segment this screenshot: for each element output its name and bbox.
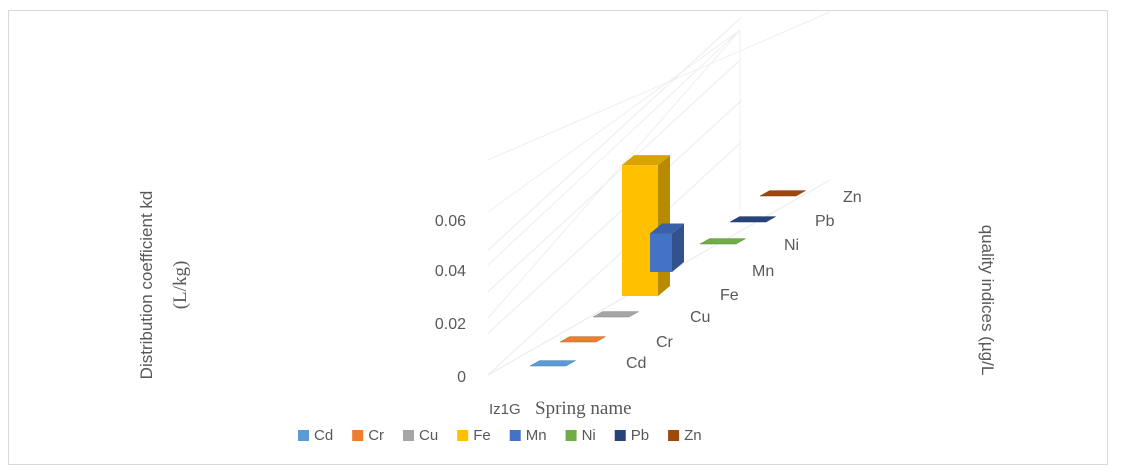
bar-face: [729, 216, 777, 223]
bar-cu: [592, 311, 640, 318]
y-axis-label-line2: (L/kg): [170, 261, 191, 310]
grid-line: [487, 100, 742, 334]
legend-swatch-cd: [298, 430, 309, 441]
bar-face: [699, 238, 747, 245]
depth-label-mn: Mn: [752, 263, 774, 280]
grid-line: [487, 11, 831, 161]
bar-front: [650, 233, 672, 272]
bar-face: [529, 360, 577, 367]
y-tick-labels: 0 0.02 0.04 0.06: [435, 213, 466, 386]
legend-swatch-mn: [509, 430, 521, 441]
depth-label-pb: Pb: [815, 213, 835, 230]
bar-face: [759, 190, 807, 197]
legend-swatch-cr: [352, 430, 364, 441]
bar-cr: [559, 336, 607, 343]
legend-swatch-ni: [565, 430, 577, 441]
depth-label-fe: Fe: [720, 287, 739, 304]
legend: Cd Cr Cu Fe Mn Ni Pb Zn: [298, 427, 702, 444]
legend-label-cu: Cu: [419, 427, 438, 444]
legend-label-ni: Ni: [582, 427, 596, 444]
legend-label-cr: Cr: [368, 427, 384, 444]
bar-face: [559, 336, 607, 343]
x-axis-label: Spring name: [535, 398, 632, 419]
grid-line: [487, 29, 741, 319]
legend-label-fe: Fe: [473, 427, 491, 444]
bar-side: [672, 223, 684, 272]
grid-line: [487, 29, 741, 213]
z-axis-label: quality indices (µg/L: [978, 225, 997, 376]
grid-line: [487, 141, 742, 376]
depth-axis-labels: Cd Cr Cu Fe Mn Ni Pb Zn: [626, 189, 862, 372]
legend-swatch-pb: [614, 430, 626, 441]
bar-front: [622, 165, 658, 296]
y-tick-label: 0.06: [435, 213, 466, 230]
depth-label-cr: Cr: [656, 334, 674, 351]
y-tick-label: 0.02: [435, 316, 466, 333]
grid-line: [487, 29, 741, 266]
bar-top: [622, 155, 670, 166]
depth-label-zn: Zn: [843, 189, 862, 206]
x-category-label: Iz1G: [489, 401, 521, 418]
bar-pb: [729, 216, 777, 223]
bar-face: [592, 311, 640, 318]
y-tick-label: 0: [457, 369, 466, 386]
grid-line: [487, 16, 742, 251]
depth-label-ni: Ni: [784, 237, 799, 254]
depth-label-cd: Cd: [626, 355, 646, 372]
legend-label-zn: Zn: [684, 427, 702, 444]
bar-ni: [699, 238, 747, 245]
bar-mn: [650, 223, 684, 272]
legend-label-pb: Pb: [631, 427, 649, 444]
legend-swatch-fe: [457, 430, 469, 441]
legend-label-cd: Cd: [314, 427, 333, 444]
grid-line: [487, 58, 742, 293]
legend-swatch-cu: [403, 430, 415, 441]
bar-cd: [529, 360, 577, 367]
legend-swatch-zn: [668, 430, 680, 441]
depth-label-cu: Cu: [690, 309, 710, 326]
bar-top: [650, 223, 684, 234]
y-axis-label-line1: Distribution coefficient kd: [137, 191, 156, 380]
legend-label-mn: Mn: [526, 427, 547, 444]
y-tick-label: 0.04: [435, 263, 466, 280]
bars: [529, 155, 807, 367]
bar-zn: [759, 190, 807, 197]
grid-lines: [487, 11, 831, 376]
